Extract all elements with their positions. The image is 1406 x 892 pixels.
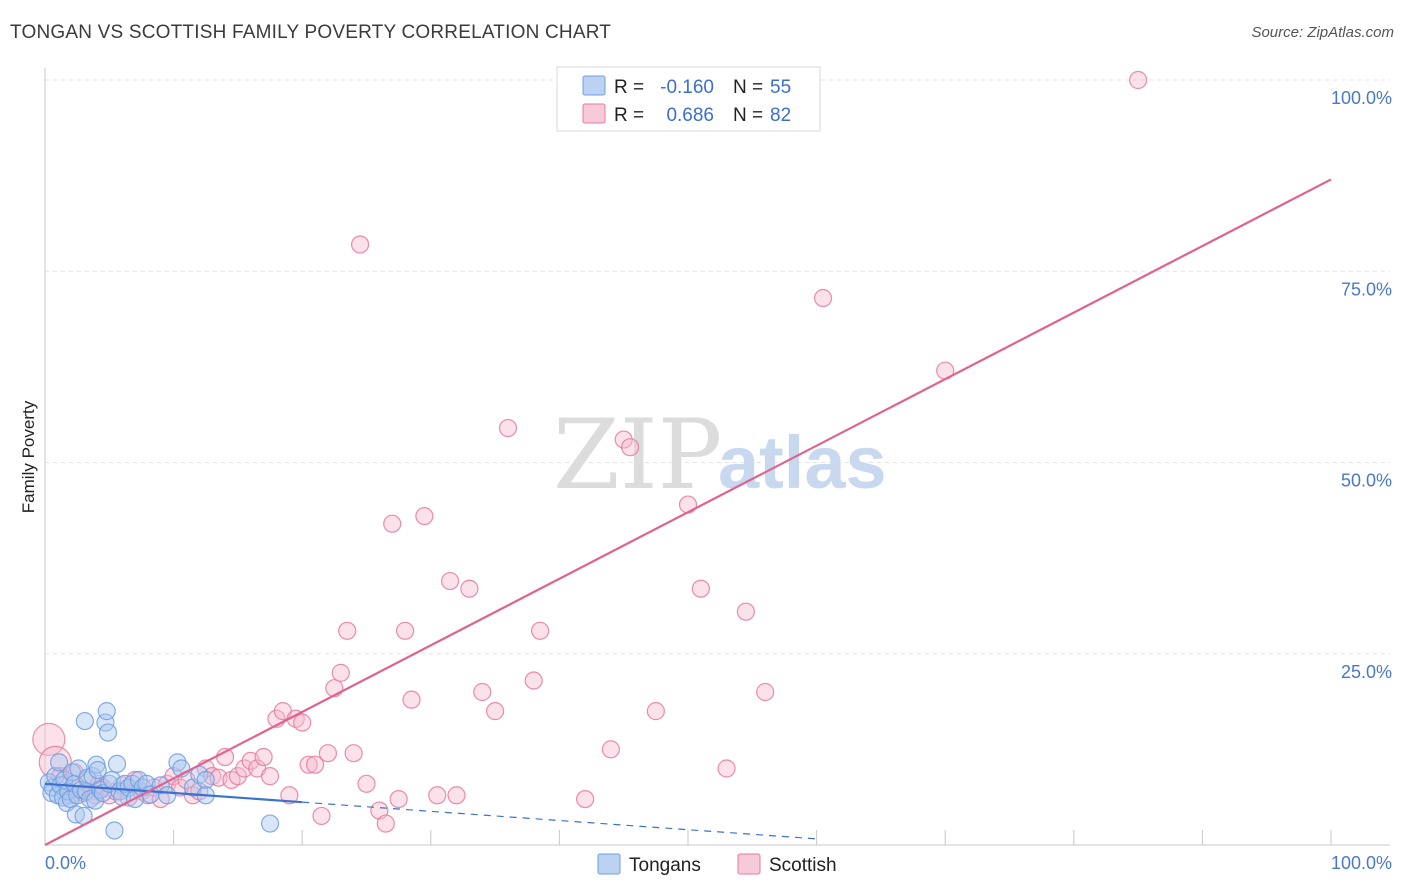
scottish-point bbox=[531, 621, 550, 640]
tongans-point bbox=[66, 805, 85, 824]
legend-swatch-scottish bbox=[582, 103, 606, 124]
grid bbox=[45, 79, 1390, 655]
scottish-point bbox=[395, 621, 415, 640]
y-tick-label-75: 75.0% bbox=[1341, 279, 1392, 299]
axes bbox=[44, 68, 1390, 846]
scottish-point bbox=[402, 690, 421, 709]
scottish-point bbox=[447, 786, 466, 805]
legend-n-label-tongans: N = bbox=[733, 77, 763, 98]
watermark-atlas: atlas bbox=[718, 421, 887, 504]
scottish-point bbox=[260, 767, 280, 786]
scottish-point bbox=[813, 288, 833, 308]
tongans-trend-line bbox=[44, 782, 303, 804]
scottish-point bbox=[299, 755, 318, 774]
scottish-trend-line bbox=[44, 178, 1332, 846]
y-axis-label: Family Poverty bbox=[19, 400, 38, 513]
legend-bottom: Tongans Scottish bbox=[597, 853, 837, 876]
chart-title: TONGAN VS SCOTTISH FAMILY POVERTY CORREL… bbox=[10, 22, 612, 43]
scottish-point bbox=[717, 759, 736, 778]
legend-n-label-scottish: N = bbox=[733, 105, 763, 126]
tongans-point bbox=[75, 711, 94, 731]
legend-swatch-tongans bbox=[582, 75, 606, 96]
bottom-legend-label-scottish: Scottish bbox=[769, 855, 837, 876]
scottish-point bbox=[440, 571, 460, 591]
scottish-point bbox=[389, 789, 408, 809]
tongans-point bbox=[86, 791, 105, 810]
legend-r-label-scottish: R = bbox=[614, 105, 644, 126]
scottish-point bbox=[601, 740, 620, 759]
tongans-point bbox=[105, 821, 124, 840]
scottish-point bbox=[498, 418, 518, 438]
scottish-point bbox=[678, 495, 698, 514]
scottish-point bbox=[312, 806, 331, 826]
scottish-point bbox=[486, 702, 505, 721]
scottish-point bbox=[293, 713, 312, 732]
scottish-point bbox=[415, 506, 434, 526]
watermark-zip: ZIP bbox=[553, 399, 722, 511]
legend-r-value-scottish: 0.686 bbox=[666, 105, 714, 126]
tongans-point bbox=[98, 723, 118, 742]
tongans-trend-extension bbox=[302, 801, 817, 840]
scottish-point bbox=[383, 514, 402, 533]
scottish-point bbox=[524, 671, 543, 690]
legend-r-value-tongans: -0.160 bbox=[660, 77, 714, 98]
scottish-point bbox=[460, 579, 479, 598]
scottish-point bbox=[646, 702, 665, 721]
trend-lines bbox=[44, 178, 1332, 846]
source-label: Source: ZipAtlas.com bbox=[1251, 24, 1394, 41]
scottish-point bbox=[576, 789, 595, 809]
scottish-point bbox=[305, 755, 325, 774]
scottish-point bbox=[318, 744, 338, 763]
x-tick-label-max: 100.0% bbox=[1331, 853, 1392, 873]
scottish-point bbox=[621, 438, 640, 457]
y-tick-label-50: 50.0% bbox=[1341, 471, 1392, 491]
scottish-point bbox=[691, 579, 710, 598]
y-tick-labels: 25.0% 50.0% 75.0% 100.0% bbox=[1331, 88, 1392, 682]
scottish-point bbox=[280, 786, 299, 805]
y-tick-label-25: 25.0% bbox=[1341, 662, 1392, 682]
legend-top: R = -0.160 N = 55 R = 0.686 N = 82 bbox=[556, 66, 821, 132]
tongans-point bbox=[88, 760, 107, 780]
scottish-point bbox=[331, 663, 350, 682]
watermark: ZIP atlas bbox=[553, 399, 887, 511]
bottom-legend-swatch-tongans bbox=[597, 853, 621, 875]
scottish-point bbox=[32, 722, 66, 757]
tongans-point bbox=[196, 770, 215, 790]
legend-n-value-scottish: 82 bbox=[770, 105, 791, 126]
scottish-point bbox=[376, 814, 395, 833]
tongans-point bbox=[50, 753, 69, 772]
scottish-point bbox=[756, 682, 775, 702]
scottish-point bbox=[357, 774, 376, 793]
tongans-point bbox=[260, 814, 280, 833]
legend-r-label-tongans: R = bbox=[614, 77, 644, 98]
bottom-legend-label-tongans: Tongans bbox=[629, 855, 701, 876]
tongans-point bbox=[97, 702, 116, 721]
scottish-point bbox=[344, 744, 363, 763]
scottish-point bbox=[338, 621, 357, 640]
tongans-point bbox=[107, 754, 127, 774]
scottish-point bbox=[736, 602, 755, 621]
x-tick-label-min: 0.0% bbox=[45, 853, 86, 873]
tongans-point bbox=[158, 786, 177, 805]
scottish-point bbox=[350, 235, 370, 254]
scottish-point bbox=[1128, 70, 1148, 90]
legend-n-value-tongans: 55 bbox=[770, 77, 791, 98]
y-tick-label-100: 100.0% bbox=[1331, 88, 1392, 108]
bottom-legend-swatch-scottish bbox=[737, 853, 761, 875]
scottish-point bbox=[254, 747, 273, 767]
tongans-point bbox=[91, 780, 110, 800]
scottish-point bbox=[428, 786, 447, 805]
scottish-point bbox=[473, 682, 492, 702]
